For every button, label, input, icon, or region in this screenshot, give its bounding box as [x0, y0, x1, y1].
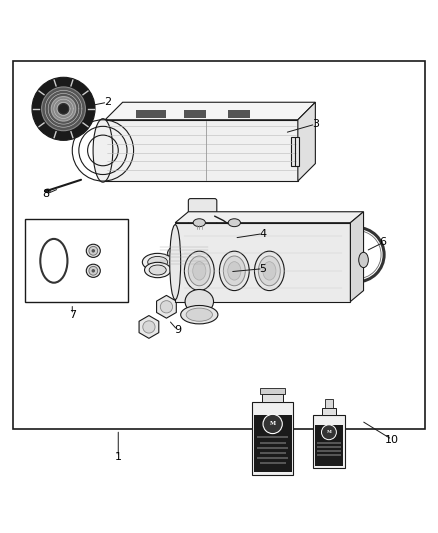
Text: 8: 8	[42, 189, 49, 199]
Text: 9: 9	[174, 325, 181, 335]
Bar	[257, 457, 288, 459]
Bar	[317, 442, 341, 444]
Bar	[260, 388, 285, 393]
Ellipse shape	[167, 244, 200, 263]
Polygon shape	[350, 212, 364, 302]
Ellipse shape	[149, 265, 166, 275]
Ellipse shape	[228, 262, 241, 280]
Ellipse shape	[359, 252, 368, 268]
Bar	[315, 425, 343, 466]
Text: 10: 10	[385, 434, 399, 445]
Text: 2: 2	[104, 97, 111, 107]
Text: 6: 6	[380, 237, 387, 247]
Ellipse shape	[86, 244, 100, 257]
Bar	[259, 462, 286, 464]
Bar	[184, 110, 206, 118]
Bar	[317, 454, 341, 456]
Ellipse shape	[170, 254, 198, 270]
Circle shape	[58, 103, 69, 114]
Bar	[257, 436, 288, 439]
Ellipse shape	[145, 262, 171, 278]
Text: 3: 3	[312, 119, 319, 129]
Circle shape	[89, 246, 98, 255]
Ellipse shape	[142, 253, 173, 271]
Circle shape	[51, 96, 76, 121]
Text: 7: 7	[69, 310, 76, 320]
Bar	[196, 223, 207, 236]
Text: 4: 4	[259, 229, 266, 239]
Ellipse shape	[219, 251, 249, 290]
Bar	[262, 393, 283, 402]
Ellipse shape	[254, 251, 284, 290]
Polygon shape	[139, 316, 159, 338]
Ellipse shape	[223, 256, 245, 286]
Circle shape	[89, 266, 98, 275]
Ellipse shape	[186, 308, 212, 321]
Polygon shape	[175, 212, 364, 223]
Ellipse shape	[193, 262, 206, 280]
Ellipse shape	[193, 219, 205, 227]
Circle shape	[160, 301, 173, 313]
Polygon shape	[105, 120, 298, 181]
Polygon shape	[156, 295, 177, 318]
Polygon shape	[105, 102, 315, 120]
Ellipse shape	[86, 264, 100, 277]
Text: M: M	[326, 430, 332, 434]
Ellipse shape	[258, 256, 280, 286]
Ellipse shape	[93, 119, 113, 182]
Circle shape	[321, 425, 336, 440]
Bar	[325, 399, 333, 408]
Ellipse shape	[173, 247, 194, 260]
Text: M: M	[270, 422, 276, 426]
Circle shape	[92, 269, 95, 272]
Polygon shape	[175, 223, 350, 302]
Circle shape	[143, 321, 155, 333]
Text: 1: 1	[115, 452, 122, 462]
Bar	[313, 415, 345, 468]
Bar	[13, 61, 425, 429]
Bar	[317, 450, 341, 452]
Ellipse shape	[263, 262, 276, 280]
Circle shape	[32, 77, 95, 140]
Bar	[317, 446, 341, 448]
Bar	[254, 415, 292, 472]
Ellipse shape	[184, 251, 214, 290]
Ellipse shape	[228, 219, 240, 227]
Text: 5: 5	[259, 264, 266, 273]
Bar	[322, 408, 336, 415]
Bar	[252, 402, 293, 474]
Circle shape	[92, 249, 95, 253]
Bar	[259, 441, 286, 444]
FancyBboxPatch shape	[188, 199, 217, 227]
Circle shape	[42, 87, 85, 131]
Polygon shape	[298, 102, 315, 181]
Bar	[259, 451, 286, 454]
Bar	[291, 138, 299, 166]
Ellipse shape	[188, 256, 210, 286]
Circle shape	[263, 414, 282, 434]
Bar	[228, 110, 250, 118]
Ellipse shape	[180, 305, 218, 324]
Bar	[136, 110, 166, 118]
Ellipse shape	[170, 225, 180, 300]
Bar	[257, 447, 288, 449]
Ellipse shape	[175, 257, 193, 268]
Ellipse shape	[148, 256, 168, 268]
Ellipse shape	[185, 289, 214, 313]
Ellipse shape	[45, 189, 50, 192]
Bar	[25, 219, 128, 302]
